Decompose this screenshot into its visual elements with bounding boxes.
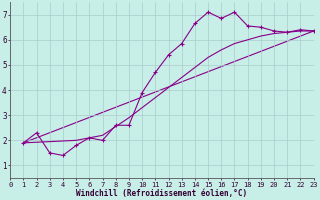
X-axis label: Windchill (Refroidissement éolien,°C): Windchill (Refroidissement éolien,°C) <box>76 189 247 198</box>
